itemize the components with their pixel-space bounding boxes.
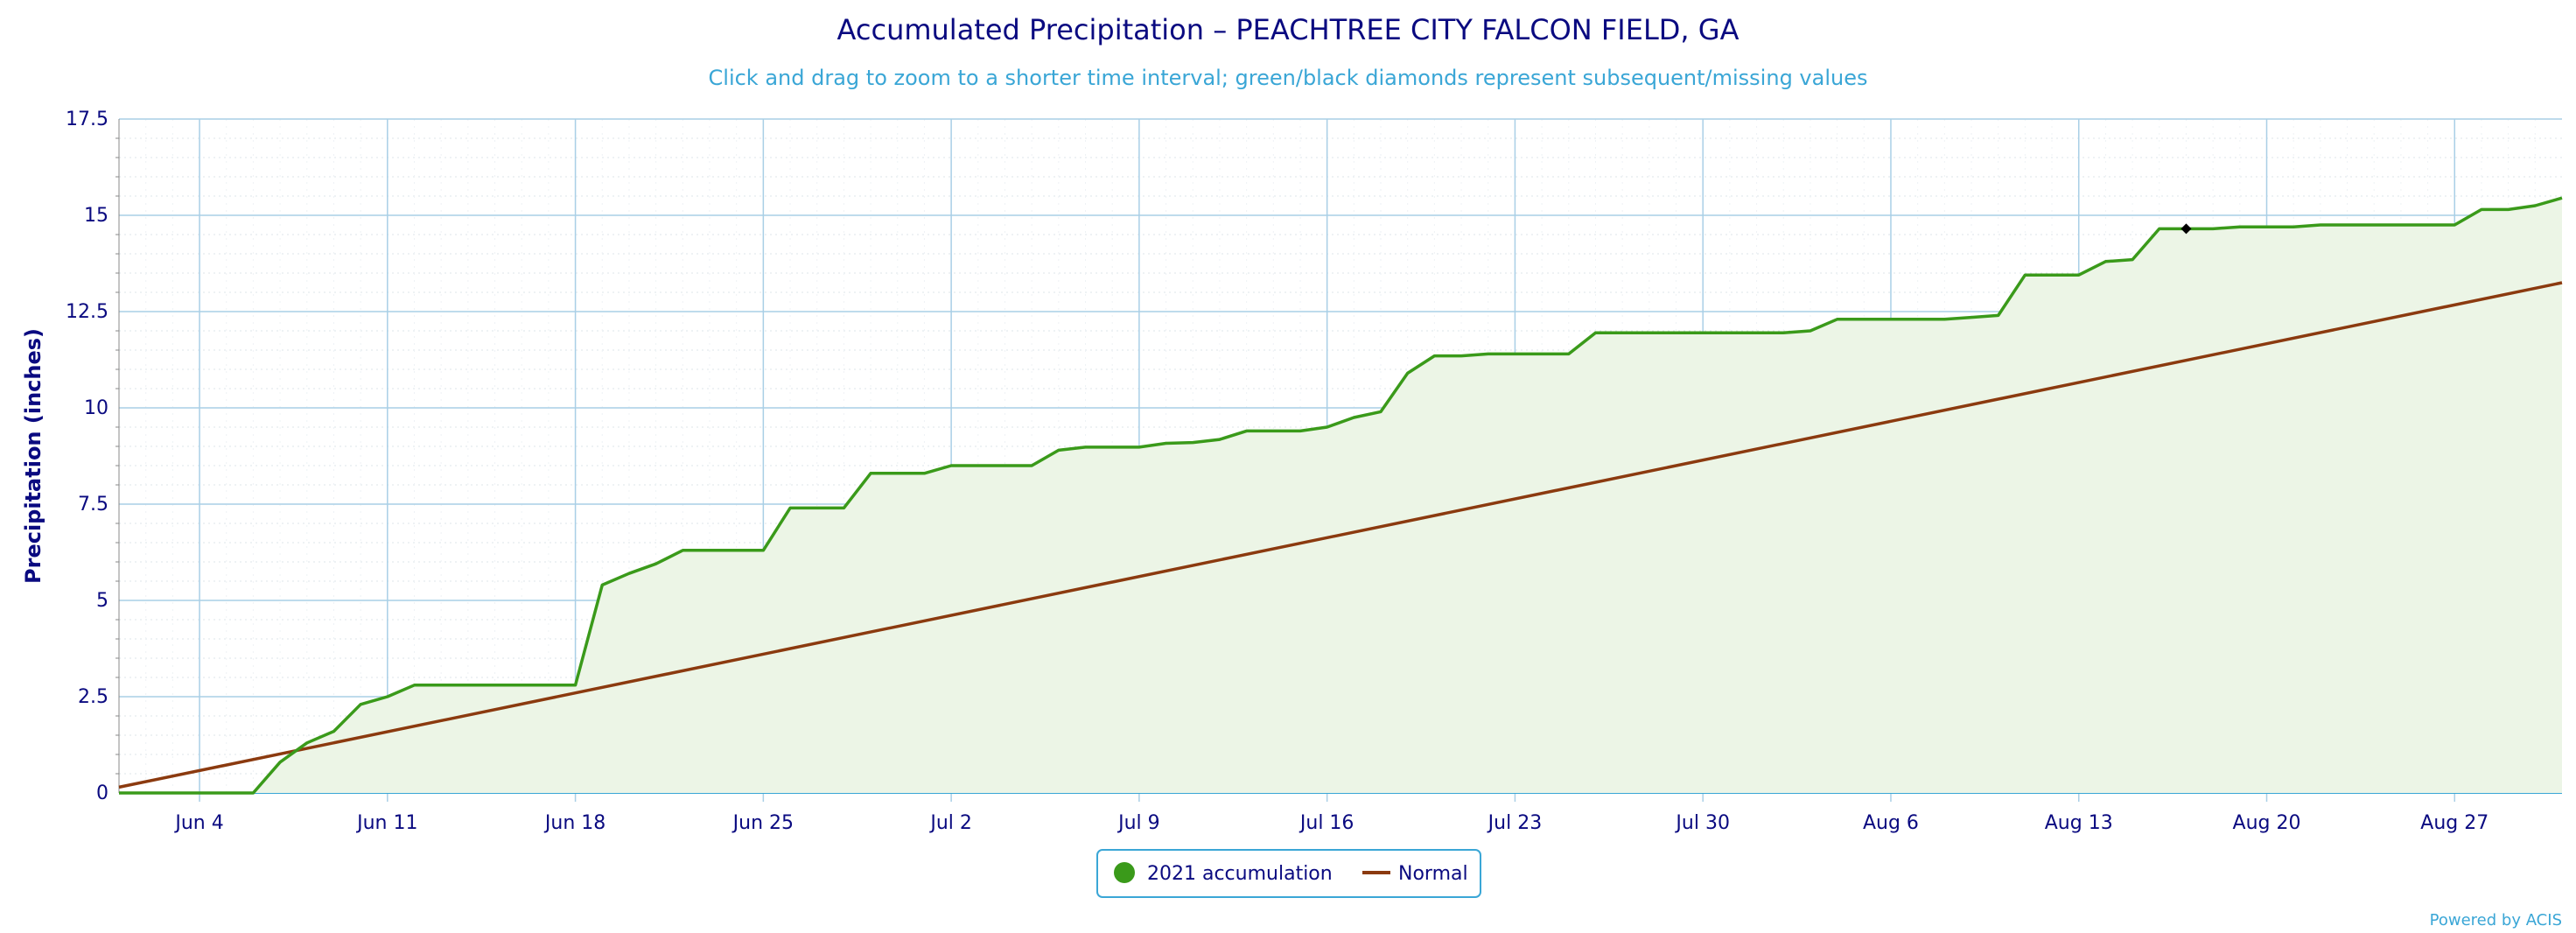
x-tick-label: Jun 4: [173, 812, 223, 834]
accumulation-area-fill: [119, 198, 2562, 793]
x-tick-label: Jul 2: [928, 812, 972, 834]
y-tick-label: 17.5: [66, 109, 108, 130]
legend-swatch-2021-accumulation: [1114, 862, 1135, 883]
series-line-normal[interactable]: [118, 281, 2563, 789]
x-tick-label: Jul 16: [1298, 812, 1354, 834]
credits-link[interactable]: Powered by ACIS: [2430, 911, 2562, 929]
x-tick-label: Aug 20: [2233, 812, 2301, 834]
y-tick-label: 2.5: [78, 686, 108, 708]
x-tick-label: Aug 13: [2045, 812, 2113, 834]
x-tick-label: Jul 30: [1674, 812, 1730, 834]
legend-box: [1096, 849, 1481, 898]
x-tick-label: Aug 6: [1863, 812, 1919, 834]
x-tick-label: Jul 9: [1116, 812, 1160, 834]
series-line-2021-accumulation[interactable]: [119, 196, 2563, 795]
x-tick-label: Aug 27: [2420, 812, 2488, 834]
legend-label-2021-accumulation: 2021 accumulation: [1147, 863, 1333, 885]
legend-item-normal[interactable]: Normal: [1362, 863, 1468, 885]
chart-title: Accumulated Precipitation – PEACHTREE CI…: [837, 13, 1740, 46]
x-tick-label: Jun 25: [732, 812, 794, 834]
x-tick-label: Jun 11: [355, 812, 417, 834]
y-axis-title: Precipitation (inches): [21, 328, 46, 584]
y-tick-label: 7.5: [78, 494, 108, 516]
plot-area[interactable]: 0 2.5 5 7.5 10 12.5 15 17.5 Jun 4 Jun 11 Jun 18 Jun…: [66, 109, 2563, 834]
y-tick-label: 10: [84, 397, 108, 419]
y-tick-label: 0: [96, 782, 108, 804]
x-tick-label: Jul 23: [1487, 812, 1543, 834]
y-tick-label: 5: [96, 590, 108, 612]
y-tick-label: 12.5: [66, 301, 108, 323]
y-tick-label: 15: [84, 205, 108, 227]
legend: 2021 accumulation Normal: [1096, 849, 1481, 898]
missing-value-diamond[interactable]: [2180, 223, 2192, 235]
legend-item-2021-accumulation[interactable]: 2021 accumulation: [1114, 862, 1333, 885]
x-tick-label: Jun 18: [543, 812, 606, 834]
legend-label-normal: Normal: [1398, 863, 1468, 885]
chart-subtitle: Click and drag to zoom to a shorter time…: [709, 66, 1868, 90]
